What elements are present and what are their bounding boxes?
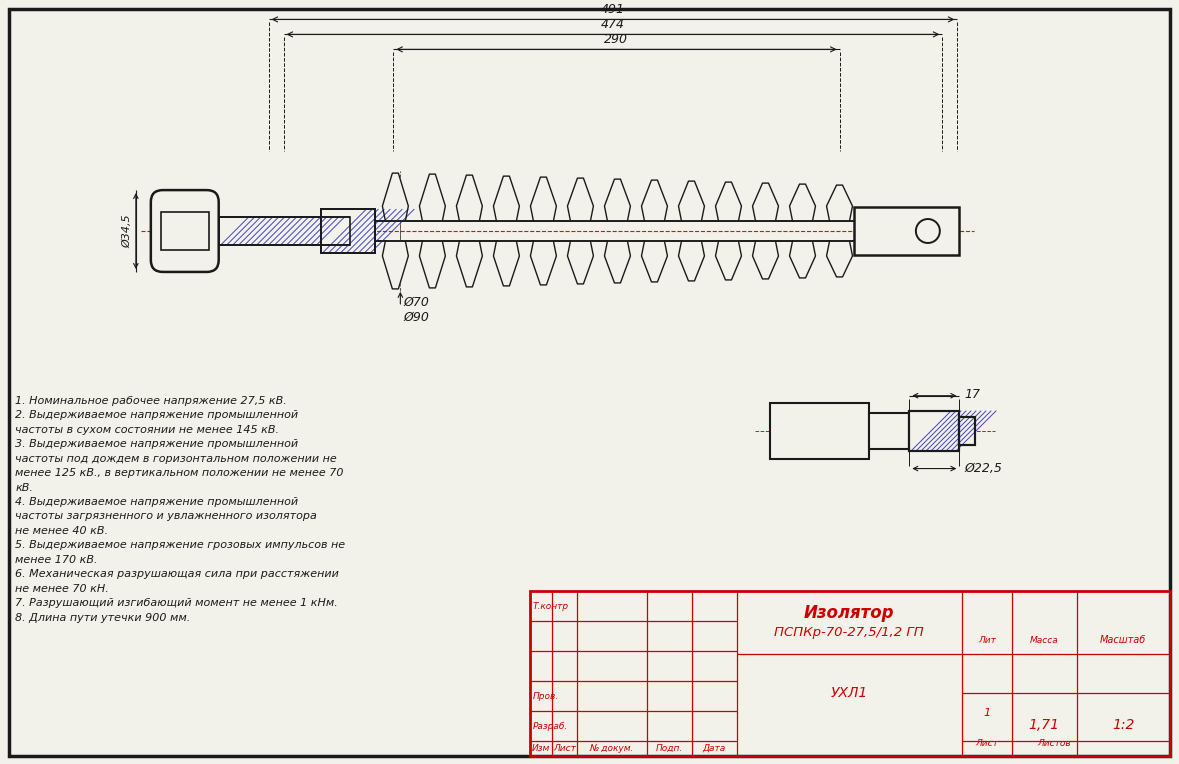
- Text: Дата: Дата: [703, 744, 726, 753]
- Polygon shape: [790, 184, 816, 221]
- Bar: [219, 217, 350, 245]
- Polygon shape: [826, 185, 852, 221]
- Text: не менее 70 кН.: не менее 70 кН.: [15, 584, 108, 594]
- Text: 474: 474: [601, 18, 625, 31]
- Bar: [219, 217, 350, 245]
- Text: 8. Длина пути утечки 900 мм.: 8. Длина пути утечки 900 мм.: [15, 613, 190, 623]
- Polygon shape: [716, 182, 742, 221]
- Text: 1: 1: [983, 708, 990, 718]
- Text: № докум.: № докум.: [590, 744, 634, 753]
- Text: Разраб.: Разраб.: [533, 721, 568, 730]
- Text: Пров.: Пров.: [533, 691, 559, 701]
- Bar: [909, 411, 960, 451]
- FancyBboxPatch shape: [151, 190, 219, 272]
- Polygon shape: [420, 174, 446, 221]
- Polygon shape: [826, 241, 852, 277]
- Text: Листов: Листов: [1038, 739, 1071, 748]
- Text: Масса: Масса: [1030, 636, 1059, 645]
- Text: УХЛ1: УХЛ1: [831, 686, 868, 700]
- Text: Лит: Лит: [979, 636, 996, 645]
- Text: 491: 491: [601, 3, 625, 16]
- Text: Ø34,5: Ø34,5: [123, 214, 133, 248]
- Polygon shape: [641, 180, 667, 221]
- Bar: [855, 207, 960, 255]
- Polygon shape: [678, 181, 704, 221]
- Polygon shape: [456, 175, 482, 221]
- Bar: [321, 209, 375, 253]
- Bar: [770, 403, 869, 458]
- Polygon shape: [382, 241, 408, 289]
- Text: частоты под дождем в горизонтальном положении не: частоты под дождем в горизонтальном поло…: [15, 454, 337, 464]
- Polygon shape: [678, 241, 704, 281]
- Polygon shape: [752, 241, 778, 279]
- Polygon shape: [716, 241, 742, 280]
- Polygon shape: [641, 241, 667, 282]
- Text: 290: 290: [605, 34, 628, 47]
- Polygon shape: [605, 179, 631, 221]
- Text: 1,71: 1,71: [1029, 717, 1060, 732]
- Polygon shape: [790, 241, 816, 278]
- Polygon shape: [382, 173, 408, 221]
- Text: ПСПКр-70-27,5/1,2 ГП: ПСПКр-70-27,5/1,2 ГП: [775, 626, 924, 639]
- Polygon shape: [531, 241, 556, 285]
- Text: Ø19,2: Ø19,2: [159, 214, 169, 248]
- Polygon shape: [531, 177, 556, 221]
- Text: Лист: Лист: [975, 739, 999, 748]
- Polygon shape: [456, 241, 482, 287]
- Text: менее 125 кВ., в вертикальном положении не менее 70: менее 125 кВ., в вертикальном положении …: [15, 468, 343, 478]
- Text: 2. Выдерживаемое напряжение промышленной: 2. Выдерживаемое напряжение промышленной: [15, 410, 298, 420]
- Bar: [531, 591, 1170, 756]
- Bar: [869, 413, 909, 448]
- Text: Т.контр: Т.контр: [533, 602, 569, 610]
- Polygon shape: [752, 183, 778, 221]
- Text: 1:2: 1:2: [1112, 717, 1134, 732]
- Text: Лист: Лист: [553, 744, 577, 753]
- Text: Масштаб: Масштаб: [1100, 636, 1146, 646]
- Polygon shape: [567, 178, 593, 221]
- Text: 6. Механическая разрушающая сила при расстяжении: 6. Механическая разрушающая сила при рас…: [15, 569, 340, 579]
- Polygon shape: [567, 241, 593, 284]
- Text: частоты загрязненного и увлажненного изолятора: частоты загрязненного и увлажненного изо…: [15, 511, 317, 522]
- Polygon shape: [494, 241, 520, 286]
- Text: 7. Разрушающий изгибающий момент не менее 1 кНм.: 7. Разрушающий изгибающий момент не мене…: [15, 598, 338, 608]
- Bar: [960, 416, 975, 445]
- Text: Ø90: Ø90: [403, 311, 429, 324]
- Text: кВ.: кВ.: [15, 483, 33, 493]
- Text: 3. Выдерживаемое напряжение промышленной: 3. Выдерживаемое напряжение промышленной: [15, 439, 298, 449]
- Bar: [909, 411, 960, 451]
- Text: Изолятор: Изолятор: [804, 604, 895, 622]
- Text: 4. Выдерживаемое напряжение промышленной: 4. Выдерживаемое напряжение промышленной: [15, 497, 298, 507]
- Text: 1. Номинальное рабочее напряжение 27,5 кВ.: 1. Номинальное рабочее напряжение 27,5 к…: [15, 396, 286, 406]
- Bar: [960, 416, 975, 445]
- Bar: [321, 209, 375, 253]
- Polygon shape: [605, 241, 631, 283]
- Text: 17: 17: [964, 388, 980, 401]
- Polygon shape: [494, 176, 520, 221]
- Text: Подп.: Подп.: [656, 744, 683, 753]
- Text: Изм: Изм: [532, 744, 551, 753]
- Text: 5. Выдерживаемое напряжение грозовых импульсов не: 5. Выдерживаемое напряжение грозовых имп…: [15, 540, 345, 550]
- Text: Ø70: Ø70: [403, 296, 429, 309]
- Text: менее 170 кВ.: менее 170 кВ.: [15, 555, 98, 565]
- Polygon shape: [420, 241, 446, 288]
- Bar: [160, 212, 209, 250]
- Text: Ø22,5: Ø22,5: [964, 462, 1002, 475]
- Text: частоты в сухом состоянии не менее 145 кВ.: частоты в сухом состоянии не менее 145 к…: [15, 425, 279, 435]
- Text: не менее 40 кВ.: не менее 40 кВ.: [15, 526, 108, 536]
